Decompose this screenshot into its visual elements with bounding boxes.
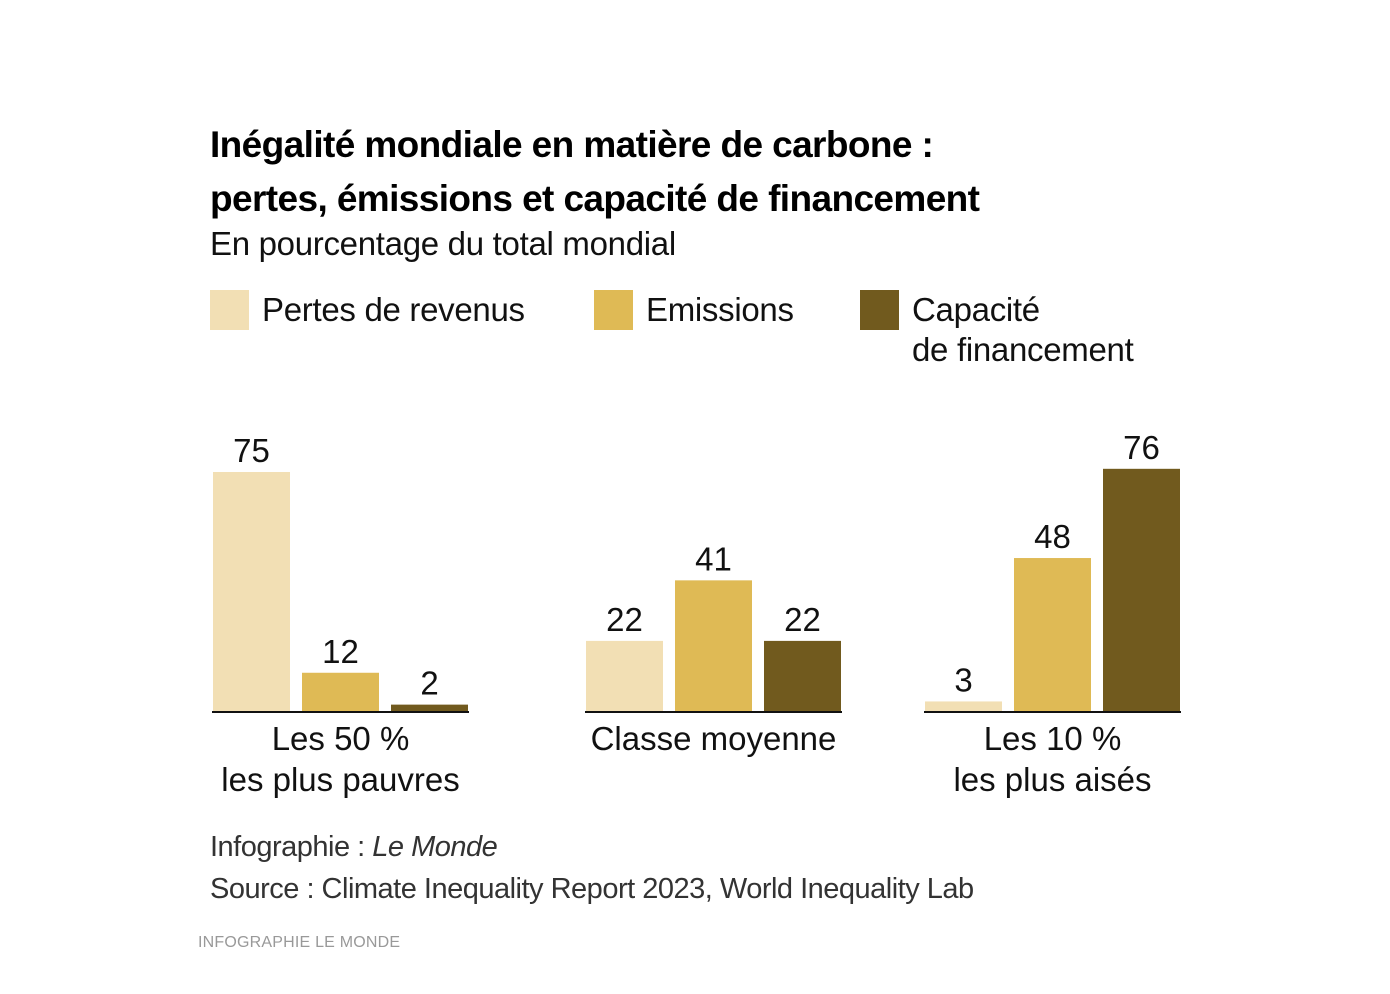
- bar-value-label: 12: [322, 633, 359, 670]
- bar-capacite-de-financement-les-10-les-plus-aises: [1103, 468, 1180, 711]
- bar-emissions-les-10-les-plus-aises: [1014, 558, 1091, 711]
- bar-capacite-de-financement-classe-moyenne: [764, 640, 841, 711]
- legend-item-emissions: Emissions: [594, 290, 794, 330]
- legend-item-capacite-de-financement: Capacité de financement: [860, 290, 1134, 370]
- bar-group-classe-moyenne: 22 41 22 Classe moyenne: [585, 540, 842, 757]
- bar-value-label: 3: [954, 661, 972, 698]
- bar-pertes-de-revenus-les-50-les-plus-pauvres: [213, 472, 290, 711]
- bar-group-les-10-les-plus-aises: 3 48 76 Les 10 % les plus aisés: [924, 429, 1181, 798]
- legend-label-capacite-line-1: Capacité: [912, 291, 1040, 328]
- category-label: les plus aisés: [953, 761, 1151, 798]
- credit-infographie-prefix: Infographie :: [210, 831, 373, 863]
- legend-label-capacite-line-2: de financement: [912, 331, 1134, 368]
- bar-emissions-les-50-les-plus-pauvres: [302, 672, 379, 711]
- bar-capacite-de-financement-les-50-les-plus-pauvres: [391, 704, 468, 711]
- bar-value-label: 48: [1034, 518, 1071, 555]
- legend-label-pertes-de-revenus: Pertes de revenus: [262, 291, 525, 328]
- category-label: Classe moyenne: [591, 720, 837, 757]
- bar-pertes-de-revenus-les-10-les-plus-aises: [925, 701, 1002, 711]
- chart-title-line-1: Inégalité mondiale en matière de carbone…: [210, 124, 934, 165]
- chart-title: Inégalité mondiale en matière de carbone…: [210, 118, 1210, 226]
- credit-infographie-name: Le Monde: [372, 831, 498, 863]
- bar-value-label: 22: [606, 601, 643, 638]
- bar-value-label: 2: [420, 665, 438, 702]
- bar-group-les-50-les-plus-pauvres: 75 12 2 Les 50 % les plus pauvres: [212, 432, 469, 798]
- credit-source: Source : Climate Inequality Report 2023,…: [210, 873, 974, 905]
- bar-value-label: 22: [784, 601, 821, 638]
- legend-swatch-emissions: [594, 290, 633, 330]
- bar-emissions-classe-moyenne: [675, 580, 752, 711]
- chart-subtitle: En pourcentage du total mondial: [210, 225, 676, 262]
- category-label: Les 10 %: [984, 720, 1122, 757]
- bar-pertes-de-revenus-classe-moyenne: [586, 640, 663, 711]
- legend-swatch-capacite-de-financement: [860, 290, 899, 330]
- bar-value-label: 75: [233, 432, 270, 469]
- chart-title-line-2: pertes, émissions et capacité de finance…: [210, 178, 980, 219]
- bar-value-label: 76: [1123, 429, 1160, 466]
- category-label: les plus pauvres: [221, 761, 459, 798]
- legend-swatch-pertes-de-revenus: [210, 290, 249, 330]
- bar-value-label: 41: [695, 540, 732, 577]
- credit-infographie: Infographie : Le Monde: [210, 826, 974, 868]
- category-label: Les 50 %: [272, 720, 410, 757]
- credits: Infographie : Le Monde Source : Climate …: [210, 826, 974, 910]
- legend-item-pertes-de-revenus: Pertes de revenus: [210, 290, 525, 330]
- footer-watermark: INFOGRAPHIE LE MONDE: [198, 934, 401, 951]
- legend-label-emissions: Emissions: [646, 291, 794, 328]
